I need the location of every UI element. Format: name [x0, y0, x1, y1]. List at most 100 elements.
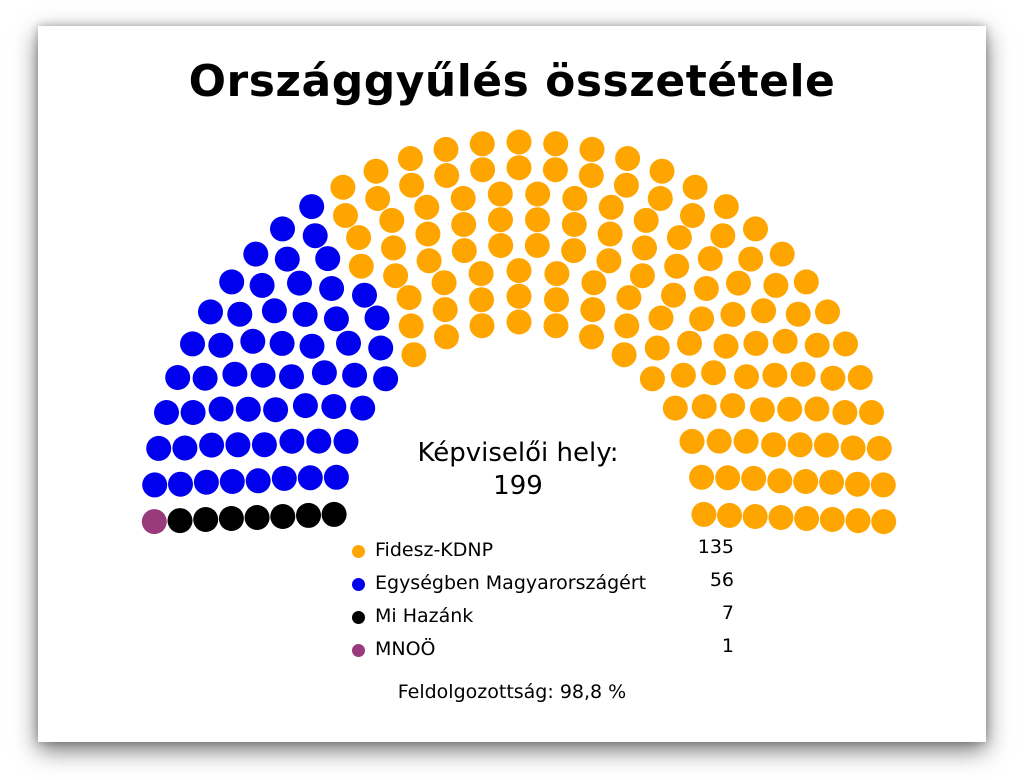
seat-dot	[543, 313, 569, 339]
seat-dot	[346, 225, 372, 251]
seat-dot	[679, 428, 705, 454]
chart-card: Országgyűlés összetétele Képviselői hely…	[38, 26, 986, 742]
seat-dot	[629, 263, 655, 289]
seat-dot	[297, 465, 323, 491]
seat-dot	[734, 364, 759, 390]
seat-dot	[742, 504, 768, 529]
seat-dot	[270, 504, 296, 529]
seat-dot	[741, 465, 767, 491]
seat-dot	[644, 335, 670, 361]
seat-dot	[597, 221, 623, 247]
seat-dot	[154, 400, 179, 425]
seat-dot	[790, 361, 816, 387]
seat-dot	[287, 270, 312, 296]
seat-dot	[488, 207, 513, 233]
seat-dot	[579, 324, 604, 350]
seat-dot	[633, 207, 659, 233]
seat-dot	[581, 270, 607, 296]
seat-dot	[432, 297, 458, 323]
processing-status: Feldolgozottság: 98,8 %	[397, 681, 627, 703]
seat-dot	[870, 472, 896, 498]
seat-dot	[769, 241, 795, 267]
seat-dot	[544, 261, 570, 287]
seat-dot	[222, 361, 248, 387]
seat-dot	[167, 508, 193, 534]
seat-dot	[596, 248, 622, 274]
seat-dot	[524, 233, 550, 258]
seat-dot	[146, 435, 172, 461]
seat-dot	[397, 146, 423, 171]
seat-dot	[613, 172, 639, 198]
seat-dot	[701, 360, 727, 386]
seat-dot	[697, 246, 723, 272]
seat-dot	[832, 400, 858, 425]
seat-dot	[579, 136, 605, 162]
seat-dot	[598, 194, 624, 220]
seat-dot	[416, 248, 442, 274]
seat-dot	[666, 225, 692, 251]
seat-dot	[543, 131, 569, 157]
seat-dot	[219, 269, 245, 295]
seat-dot	[433, 136, 459, 162]
seat-dot	[662, 395, 688, 421]
seat-dot	[348, 253, 374, 279]
seat-dot	[691, 394, 717, 419]
hemicycle-chart	[141, 129, 897, 535]
seat-dot	[785, 301, 811, 327]
seat-dot	[235, 396, 261, 422]
seat-dot	[321, 394, 347, 419]
seat-dot	[415, 221, 441, 247]
seat-dot	[469, 131, 495, 157]
seat-dot	[364, 305, 390, 331]
seats-total: 199	[493, 471, 543, 501]
seat-dot	[720, 301, 746, 327]
seat-dot	[751, 298, 777, 324]
seat-dot	[614, 313, 640, 339]
seat-dot	[208, 396, 234, 422]
seat-dot	[562, 185, 588, 211]
seat-dot	[738, 246, 764, 272]
seat-dot	[804, 396, 830, 422]
seat-dot	[647, 186, 673, 211]
seat-dot	[431, 270, 457, 296]
seat-dot	[733, 428, 759, 454]
seat-dot	[506, 258, 532, 284]
seat-dot	[749, 397, 775, 423]
seat-dot	[616, 285, 642, 311]
seat-dot	[661, 282, 686, 308]
seat-dot	[761, 432, 787, 458]
seat-dot	[333, 203, 358, 228]
seat-dot	[794, 506, 820, 531]
seat-dot	[319, 276, 345, 301]
seat-dot	[815, 299, 840, 325]
legend-name-mnoo: MNOÖ	[375, 638, 436, 660]
seat-dot	[363, 158, 389, 184]
seat-dot	[670, 362, 696, 388]
seat-dot	[218, 506, 244, 531]
seats-label: Képviselői hely:	[417, 438, 619, 468]
seat-dot	[715, 465, 741, 491]
seat-dot	[292, 393, 318, 419]
seat-dot	[580, 297, 606, 323]
seat-dot	[227, 301, 253, 327]
seat-dot	[381, 235, 406, 261]
seat-dot	[793, 269, 819, 295]
seat-dot	[632, 235, 657, 261]
legend-dot-mi-hazank	[352, 611, 365, 624]
seat-dot	[261, 298, 287, 324]
seat-dot	[299, 194, 325, 220]
seat-dot	[833, 331, 858, 357]
seat-dot	[743, 330, 769, 356]
seat-dot	[506, 309, 532, 335]
seat-dot	[866, 435, 892, 461]
legend-item-egysegben: Egységben Magyarországért 56	[348, 569, 748, 602]
seat-dot	[165, 365, 191, 390]
seat-dot	[250, 362, 276, 388]
seat-dot	[468, 261, 494, 287]
seat-dot	[299, 333, 325, 359]
seat-dot	[270, 216, 295, 242]
seat-dot	[819, 507, 845, 532]
seat-dot	[804, 332, 830, 358]
seat-dot	[330, 174, 356, 200]
seat-dot	[245, 468, 271, 494]
